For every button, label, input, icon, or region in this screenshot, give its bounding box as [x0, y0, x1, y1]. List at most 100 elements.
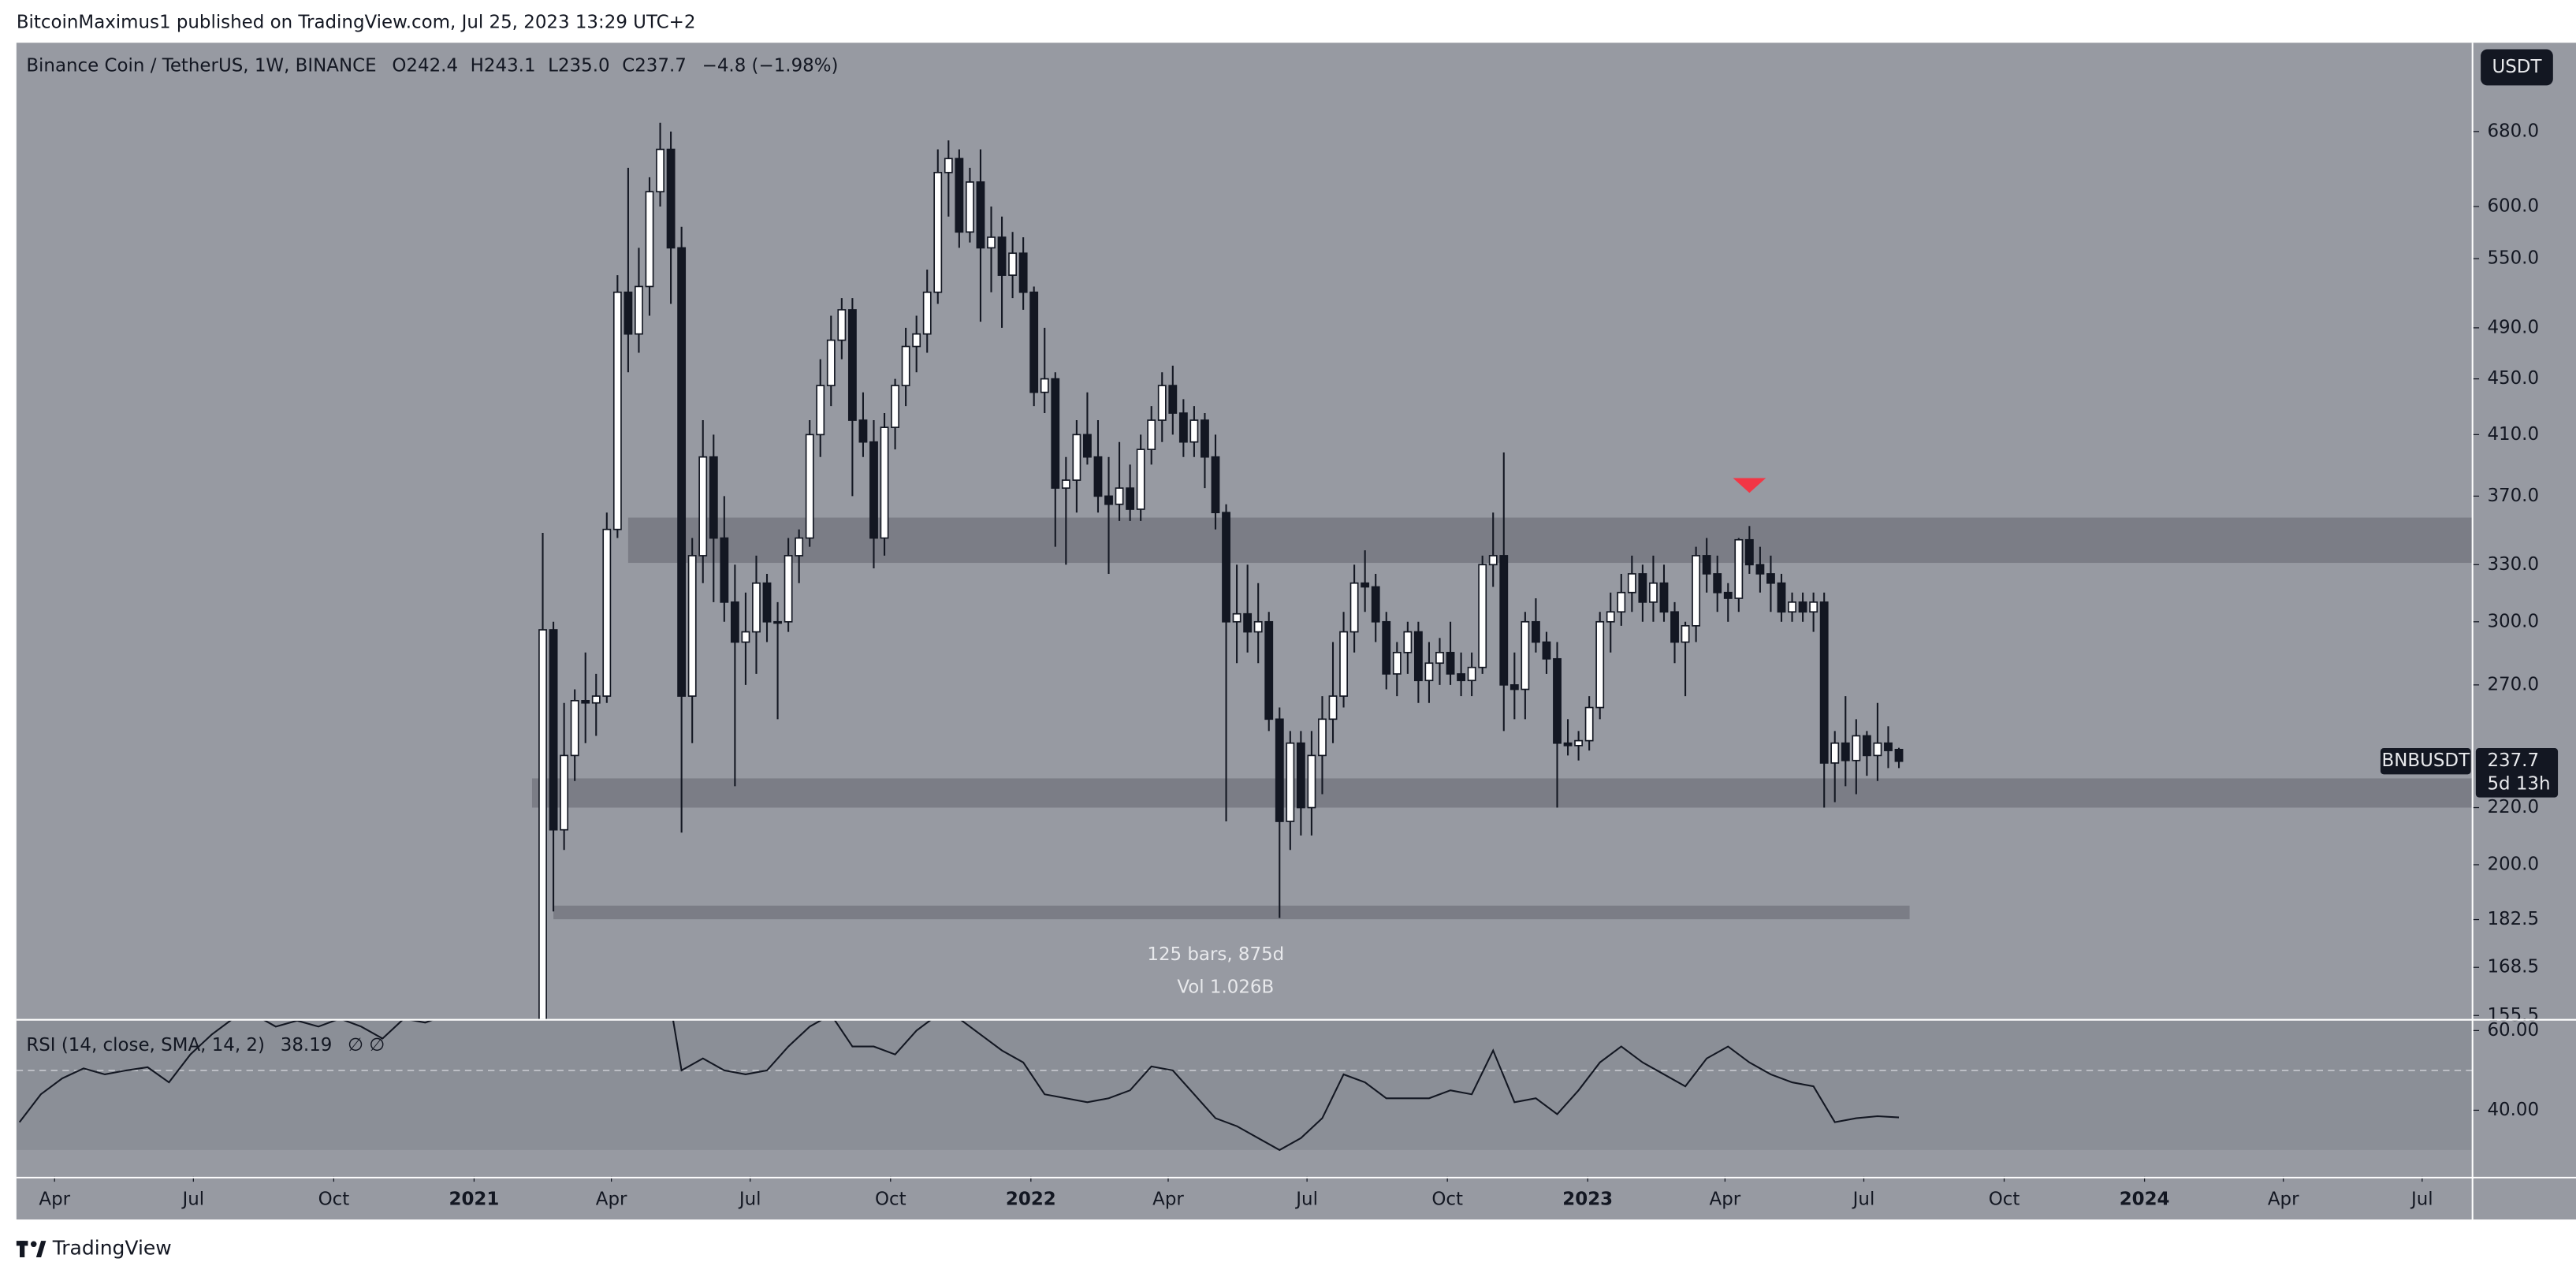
ohlc-key: O [392, 55, 406, 76]
candle-body [1467, 666, 1476, 682]
candle-body [955, 158, 964, 233]
candle-body [1264, 620, 1274, 720]
x-tick-label: 2024 [2120, 1190, 2170, 1210]
price-zone [627, 517, 2473, 564]
ohlc-value: 237.7 [635, 55, 687, 76]
last-price-label: 237.7 [2487, 750, 2539, 771]
candle-body [922, 291, 932, 335]
candle-body [709, 456, 718, 539]
candle-body [1243, 612, 1253, 633]
candle-body [837, 309, 847, 341]
y-tick-label: 168.5 [2487, 957, 2539, 977]
candle-body [1072, 434, 1081, 481]
candle-body [1392, 651, 1402, 675]
candle-body [1574, 739, 1584, 746]
footer-brand: TradingView [52, 1237, 172, 1260]
candle-body [1040, 378, 1049, 393]
candle-body [698, 456, 708, 557]
measure-bars: 125 bars, 875d [1147, 944, 1284, 965]
ohlc-value: 243.1 [484, 55, 536, 76]
rsi-title: RSI (14, close, SMA, 14, 2) [26, 1035, 265, 1055]
ohlc-key: C [622, 55, 635, 76]
candle-body [1328, 695, 1338, 720]
x-tick-label: Apr [596, 1190, 627, 1210]
rsi-pane [16, 1020, 2473, 1152]
candle-body [1553, 657, 1562, 744]
y-tick-label: 550.0 [2487, 248, 2539, 269]
candle-body [869, 441, 878, 539]
candle-body [570, 700, 579, 757]
candle-body [1349, 582, 1359, 633]
x-tick-label: Jul [181, 1190, 205, 1210]
candle-body [795, 537, 804, 557]
candle-body [1713, 573, 1722, 594]
x-tick-label: Apr [39, 1190, 70, 1210]
candle-body [1307, 754, 1316, 809]
x-tick-label: Oct [1431, 1190, 1463, 1210]
candle-body [1542, 641, 1551, 660]
x-tick-label: Apr [2268, 1190, 2299, 1210]
candle-body [1531, 620, 1540, 643]
y-tick-label: 600.0 [2487, 195, 2539, 216]
candle-body [1595, 620, 1605, 709]
candle-body [741, 631, 750, 643]
candle-body [591, 695, 601, 704]
candle-body [1318, 718, 1327, 757]
candle-body [1638, 573, 1647, 603]
candle-body [1509, 684, 1519, 691]
candle-body [1563, 742, 1573, 746]
y-tick-label: 410.0 [2487, 424, 2539, 445]
candle-body [581, 700, 590, 704]
x-tick-label: Jul [1294, 1190, 1318, 1210]
signal-marker [1733, 478, 1766, 493]
rsi-line [18, 1020, 1900, 1152]
candle-body [687, 555, 697, 697]
currency-button[interactable] [2481, 49, 2553, 86]
countdown-label: 5d 13h [2487, 773, 2550, 794]
last-price-box [2475, 748, 2559, 798]
symbol-box [2380, 748, 2471, 775]
candle-body [1670, 611, 1679, 643]
candle-body [1627, 573, 1636, 594]
candle-body [1702, 555, 1711, 575]
price-zone [531, 778, 2473, 808]
candle-body [1894, 748, 1904, 762]
candle-body [1253, 620, 1263, 633]
candle-body [1339, 631, 1348, 697]
candle-body [1211, 456, 1220, 514]
legend: Binance Coin / TetherUS, 1W, BINANCE O24… [26, 55, 838, 76]
candle-body [762, 582, 772, 623]
candle-body [666, 148, 676, 249]
candle-body [1457, 673, 1466, 682]
candle-body [1168, 385, 1178, 414]
x-tick-label: Jul [1852, 1190, 1875, 1210]
tradingview-logo [16, 1241, 47, 1257]
candle-body [645, 191, 654, 288]
y-tick-label: 330.0 [2487, 554, 2539, 575]
y-tick-label: 182.5 [2487, 909, 2539, 929]
candle-body [1744, 538, 1754, 566]
candle-body [1189, 419, 1199, 443]
candle-body [1521, 620, 1530, 691]
x-tick-label: 2023 [1562, 1190, 1613, 1210]
candle-body [1884, 742, 1893, 751]
y-tick-label: 155.5 [2487, 1005, 2539, 1026]
x-tick-label: 2022 [1006, 1190, 1056, 1210]
candle-body [677, 247, 687, 697]
candle-body [1478, 564, 1487, 668]
rsi-band [16, 1020, 2473, 1150]
candle-body [1232, 612, 1241, 623]
candle-body [560, 754, 569, 831]
candle-body [858, 419, 868, 443]
candle-body [1126, 487, 1135, 510]
candle-body [880, 426, 889, 539]
y-tick-label: 200.0 [2487, 854, 2539, 874]
candle-body [720, 537, 729, 603]
candle-body [1584, 706, 1594, 742]
candle-body [624, 291, 633, 335]
x-tick-label: Jul [738, 1190, 761, 1210]
candle-body [912, 333, 921, 348]
candle-body [1809, 601, 1818, 613]
price-pane [531, 122, 2473, 1019]
